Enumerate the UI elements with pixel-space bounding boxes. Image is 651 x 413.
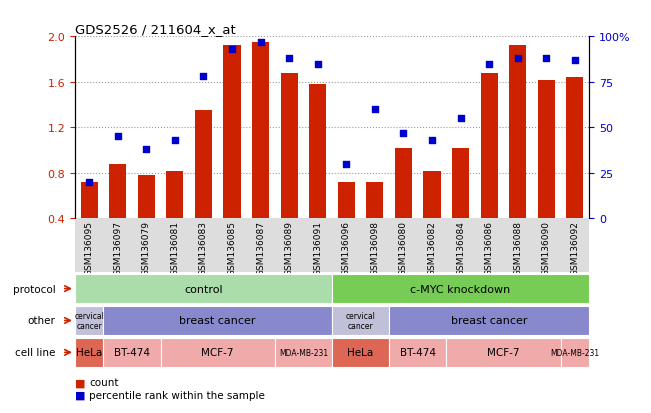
Text: BT-474: BT-474 <box>114 347 150 358</box>
Text: protocol: protocol <box>12 284 55 294</box>
Point <box>398 130 409 137</box>
Text: GSM136095: GSM136095 <box>85 221 94 275</box>
Bar <box>109 164 126 219</box>
Text: HeLa: HeLa <box>76 347 102 358</box>
Bar <box>138 176 155 219</box>
Bar <box>561 338 589 367</box>
Text: breast cancer: breast cancer <box>451 316 527 326</box>
Bar <box>75 306 104 335</box>
Text: GSM136080: GSM136080 <box>399 221 408 275</box>
Bar <box>338 183 355 219</box>
Bar <box>75 338 104 367</box>
Text: c-MYC knockdown: c-MYC knockdown <box>411 284 510 294</box>
Bar <box>395 148 412 219</box>
Text: other: other <box>27 316 55 326</box>
Text: ■: ■ <box>75 377 85 387</box>
Bar <box>367 183 383 219</box>
Bar <box>423 171 441 219</box>
Bar <box>332 275 589 303</box>
Text: control: control <box>184 284 223 294</box>
Point <box>456 116 466 122</box>
Point <box>284 56 294 62</box>
Bar <box>447 338 561 367</box>
Text: count: count <box>89 377 118 387</box>
Text: GSM136085: GSM136085 <box>227 221 236 275</box>
Text: GSM136098: GSM136098 <box>370 221 380 275</box>
Bar <box>104 306 332 335</box>
Bar <box>566 78 583 219</box>
Point <box>312 61 323 68</box>
Point <box>84 179 94 186</box>
Text: HeLa: HeLa <box>348 347 374 358</box>
Text: GSM136082: GSM136082 <box>428 221 437 275</box>
Text: cell line: cell line <box>15 347 55 358</box>
Bar <box>332 306 389 335</box>
Bar <box>452 148 469 219</box>
Text: GSM136079: GSM136079 <box>142 221 151 275</box>
Text: MCF-7: MCF-7 <box>201 347 234 358</box>
Bar <box>166 171 184 219</box>
Point <box>427 138 437 144</box>
Text: BT-474: BT-474 <box>400 347 436 358</box>
Point <box>512 56 523 62</box>
Text: GSM136088: GSM136088 <box>513 221 522 275</box>
Text: MCF-7: MCF-7 <box>487 347 519 358</box>
Bar <box>75 275 332 303</box>
Point <box>255 39 266 46</box>
Point <box>484 61 494 68</box>
Bar <box>252 43 269 219</box>
Text: percentile rank within the sample: percentile rank within the sample <box>89 390 265 400</box>
Point <box>170 138 180 144</box>
Bar <box>389 306 589 335</box>
Text: cervical
cancer: cervical cancer <box>74 311 104 330</box>
Bar <box>309 85 326 219</box>
Text: GSM136086: GSM136086 <box>484 221 493 275</box>
Text: GSM136097: GSM136097 <box>113 221 122 275</box>
Bar <box>332 338 389 367</box>
Text: breast cancer: breast cancer <box>180 316 256 326</box>
Text: GSM136092: GSM136092 <box>570 221 579 275</box>
Text: GSM136087: GSM136087 <box>256 221 265 275</box>
Text: MDA-MB-231: MDA-MB-231 <box>550 348 600 357</box>
Point <box>341 161 352 168</box>
Point <box>198 74 208 81</box>
Point <box>141 147 152 153</box>
Text: cervical
cancer: cervical cancer <box>346 311 376 330</box>
Text: GDS2526 / 211604_x_at: GDS2526 / 211604_x_at <box>75 23 236 36</box>
Text: GSM136083: GSM136083 <box>199 221 208 275</box>
Text: GSM136089: GSM136089 <box>284 221 294 275</box>
Bar <box>275 338 332 367</box>
Bar <box>81 183 98 219</box>
Text: GSM136084: GSM136084 <box>456 221 465 275</box>
Point <box>370 107 380 113</box>
Bar <box>195 111 212 219</box>
Bar <box>281 74 298 219</box>
Point <box>227 47 237 53</box>
Bar <box>104 338 161 367</box>
Point <box>570 57 580 64</box>
Text: GSM136090: GSM136090 <box>542 221 551 275</box>
Text: GSM136091: GSM136091 <box>313 221 322 275</box>
Bar <box>223 46 241 219</box>
Point <box>541 56 551 62</box>
Bar <box>509 46 526 219</box>
Text: MDA-MB-231: MDA-MB-231 <box>279 348 328 357</box>
Bar <box>389 338 447 367</box>
Text: ■: ■ <box>75 390 85 400</box>
Bar <box>538 80 555 219</box>
Text: GSM136096: GSM136096 <box>342 221 351 275</box>
Text: GSM136081: GSM136081 <box>171 221 180 275</box>
Point <box>113 134 123 140</box>
Bar <box>480 74 498 219</box>
Bar <box>161 338 275 367</box>
